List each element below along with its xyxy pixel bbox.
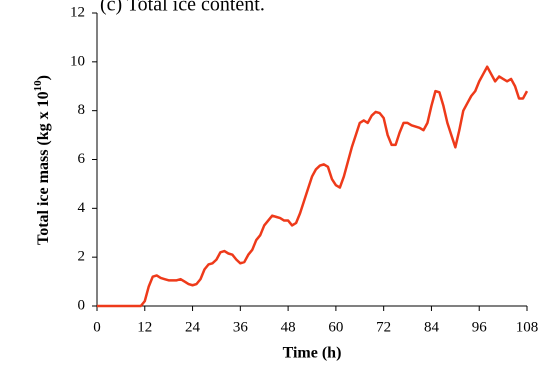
- x-axis-label: Time (h): [283, 345, 342, 362]
- y-tick-label: 8: [78, 102, 86, 118]
- x-tick-label: 12: [137, 319, 152, 335]
- chart-title: (c) Total ice content.: [100, 0, 265, 16]
- x-tick-label: 0: [93, 319, 101, 335]
- x-tick-label: 60: [328, 319, 343, 335]
- y-tick-label: 0: [78, 297, 86, 313]
- data-line: [97, 65, 529, 308]
- y-axis-label-suffix: ): [35, 75, 52, 80]
- y-axis-label: Total ice mass (kg x 1010): [32, 75, 52, 245]
- y-tick-label: 6: [78, 151, 86, 167]
- x-tick-label: 24: [185, 319, 201, 335]
- x-tick-label: 84: [424, 319, 440, 335]
- y-axis-label-text: Total ice mass (kg x 10: [35, 91, 52, 245]
- x-tick-label: 36: [233, 319, 249, 335]
- x-tick-label: 72: [376, 319, 391, 335]
- x-tick-label: 48: [281, 319, 296, 335]
- y-tick-label: 12: [70, 4, 85, 20]
- x-tick-label: 96: [472, 319, 488, 335]
- x-tick-label: 108: [516, 319, 539, 335]
- y-tick-label: 4: [78, 200, 86, 216]
- y-axis-label-superscript: 10: [32, 80, 44, 92]
- y-tick-label: 10: [70, 53, 85, 69]
- y-tick-label: 2: [78, 249, 86, 265]
